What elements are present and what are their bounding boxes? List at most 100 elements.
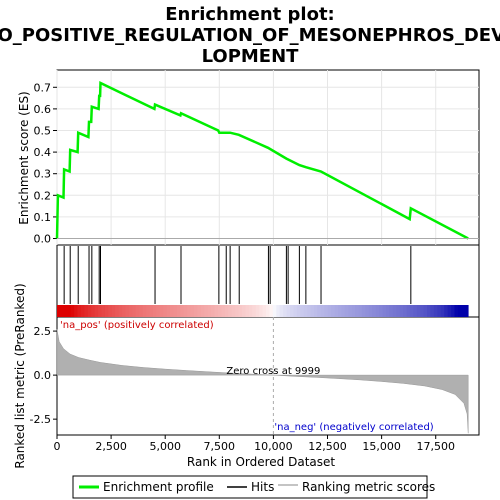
heatmap-cell: [372, 305, 377, 317]
heatmap-cell: [166, 305, 171, 317]
metric-axes: -2.5 0.0 2.5 0 2,500 5,000 7,500 10,000 12,500 15…: [30, 325, 455, 453]
heatmap-cell: [457, 305, 462, 317]
metric-y-tick-label: 0.0: [34, 369, 52, 382]
ranking-heatmap-bar: [57, 305, 469, 317]
heatmap-cell: [351, 305, 356, 317]
heatmap-cell: [149, 305, 154, 317]
x-axis-label: Rank in Ordered Dataset: [187, 455, 335, 469]
heatmap-cell: [334, 305, 339, 317]
heatmap-cell: [303, 305, 308, 317]
heatmap-cell: [437, 305, 442, 317]
heatmap-cell: [385, 305, 390, 317]
heatmap-cell: [327, 305, 332, 317]
heatmap-cell: [358, 305, 363, 317]
heatmap-cell: [355, 305, 359, 317]
heatmap-cell: [77, 305, 82, 317]
heatmap-cell: [403, 305, 407, 317]
heatmap-cell: [365, 305, 370, 317]
heatmap-cell: [70, 305, 75, 317]
heatmap-cell: [57, 305, 61, 317]
es-y-axis-label: Enrichment score (ES): [17, 91, 31, 224]
heatmap-cell: [170, 305, 174, 317]
heatmap-cell: [152, 305, 157, 317]
title-line-1: Enrichment plot:: [165, 4, 335, 25]
heatmap-cell: [433, 305, 438, 317]
heatmap-cell: [200, 305, 205, 317]
heatmap-cell: [128, 305, 133, 317]
heatmap-cell: [313, 305, 318, 317]
heatmap-cell: [324, 305, 329, 317]
x-tick-label: 5,000: [149, 440, 181, 453]
heatmap-cell: [63, 305, 68, 317]
es-y-tick-label: 0.0: [34, 233, 52, 246]
heatmap-cell: [454, 305, 459, 317]
heatmap-cell: [310, 305, 315, 317]
heatmap-cell: [348, 305, 353, 317]
heatmap-cell: [420, 305, 425, 317]
title-line-2: GO_POSITIVE_REGULATION_OF_MESONEPHROS_DE…: [0, 25, 500, 46]
heatmap-cell: [125, 305, 130, 317]
heatmap-cell: [447, 305, 452, 317]
heatmap-cell: [118, 305, 123, 317]
heatmap-cell: [187, 305, 192, 317]
heatmap-cell: [283, 305, 287, 317]
metric-y-tick-label: 2.5: [34, 325, 52, 338]
heatmap-cell: [307, 305, 311, 317]
heatmap-cell: [190, 305, 195, 317]
heatmap-cell: [361, 305, 366, 317]
legend-hits-label: Hits: [251, 480, 274, 494]
heatmap-cell: [211, 305, 216, 317]
heatmap-cell: [122, 305, 126, 317]
heatmap-cell: [207, 305, 212, 317]
heatmap-cell: [173, 305, 178, 317]
heatmap-cell: [101, 305, 106, 317]
metric-y-axis-label: Ranked list metric (PreRanked): [13, 283, 27, 468]
heatmap-cell: [142, 305, 147, 317]
heatmap-cell: [416, 305, 421, 317]
x-tick-label: 2,500: [95, 440, 127, 453]
heatmap-cell: [344, 305, 349, 317]
heatmap-cell: [276, 305, 281, 317]
negative-correlation-label: 'na_neg' (negatively correlated): [274, 422, 433, 433]
heatmap-cell: [272, 305, 277, 317]
heatmap-cell: [231, 305, 236, 317]
heatmap-cell: [221, 305, 226, 317]
x-tick-label: 10,000: [254, 440, 293, 453]
metric-y-tick-label: -2.5: [30, 413, 51, 426]
heatmap-cell: [183, 305, 188, 317]
heatmap-cell: [98, 305, 102, 317]
heatmap-cell: [423, 305, 428, 317]
heatmap-cell: [399, 305, 404, 317]
heatmap-cell: [279, 305, 284, 317]
title-line-3: LOPMENT: [202, 46, 300, 67]
heatmap-cell: [159, 305, 164, 317]
heatmap-cell: [108, 305, 113, 317]
heatmap-cell: [317, 305, 322, 317]
es-y-tick-label: 0.1: [34, 211, 52, 224]
heatmap-cell: [214, 305, 219, 317]
x-tick-label: 0: [54, 440, 61, 453]
heatmap-cell: [94, 305, 99, 317]
heatmap-cell: [259, 305, 263, 317]
heatmap-cell: [156, 305, 161, 317]
legend-enrichment-label: Enrichment profile: [103, 480, 214, 494]
es-y-tick-label: 0.3: [34, 168, 52, 181]
heatmap-cell: [409, 305, 414, 317]
es-y-tick-label: 0.2: [34, 189, 52, 202]
heatmap-cell: [331, 305, 335, 317]
heatmap-cell: [132, 305, 137, 317]
positive-correlation-label: 'na_pos' (positively correlated): [60, 320, 214, 331]
heatmap-cell: [451, 305, 455, 317]
heatmap-cell: [266, 305, 270, 317]
heatmap-cell: [248, 305, 253, 317]
heatmap-cell: [218, 305, 222, 317]
es-y-axis: 0.0 0.1 0.2 0.3 0.4 0.5 0.6 0.7: [34, 81, 57, 246]
heatmap-cell: [286, 305, 291, 317]
heatmap-cell: [375, 305, 380, 317]
ranked-metric-area: [56, 329, 469, 434]
es-y-tick-label: 0.7: [34, 81, 52, 94]
heatmap-cell: [238, 305, 243, 317]
heatmap-cell: [337, 305, 342, 317]
